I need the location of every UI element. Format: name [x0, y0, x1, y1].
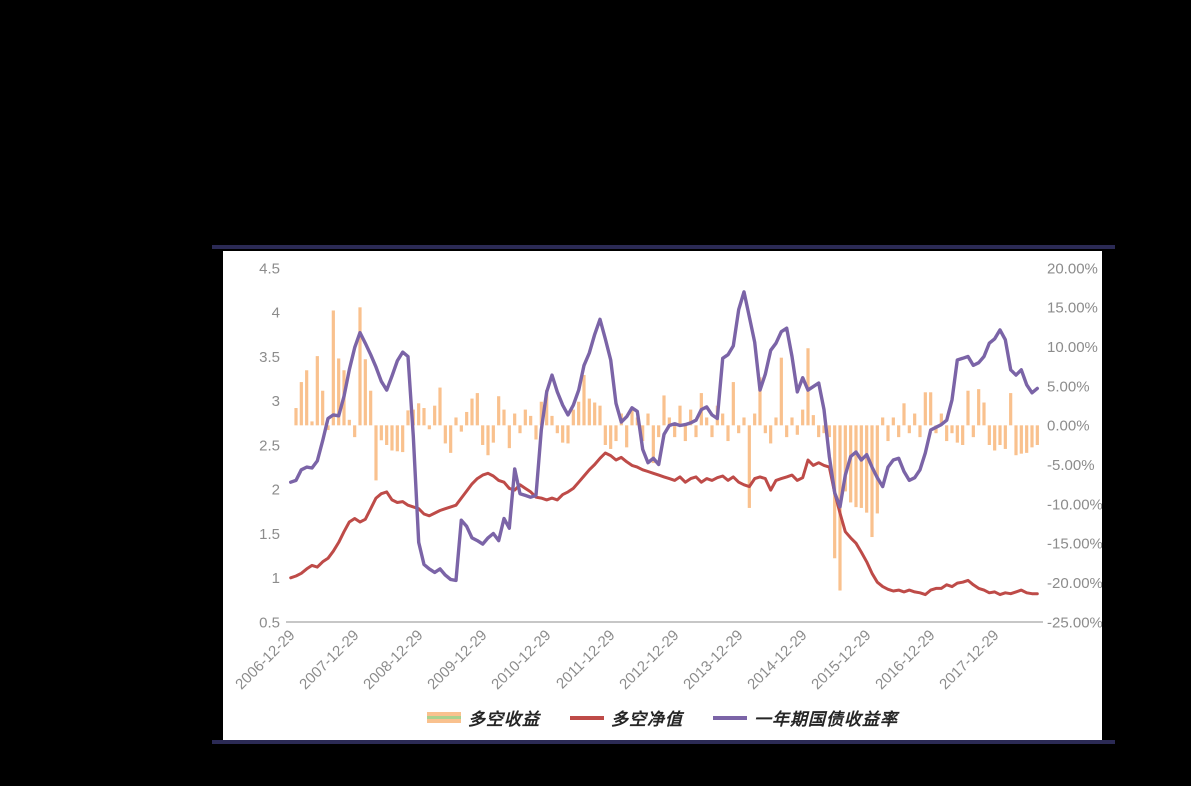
svg-text:0.5: 0.5: [259, 614, 280, 631]
svg-text:2007-12-29: 2007-12-29: [296, 627, 362, 693]
svg-text:4: 4: [272, 305, 280, 322]
legend-label: 多空净值: [611, 710, 683, 729]
svg-text:1.5: 1.5: [259, 526, 280, 543]
svg-text:10.00%: 10.00%: [1047, 339, 1098, 356]
plot-area: 4.5 4 3.5 3 2.5 2 1.5 1 0.5 20.00% 15.00% 10.00% 5.0…: [232, 260, 1102, 693]
svg-text:15.00%: 15.00%: [1047, 300, 1098, 317]
svg-text:3.5: 3.5: [259, 349, 280, 366]
legend-item-1y-treasury-yield: 一年期国债收益率: [713, 705, 898, 730]
legend-label: 一年期国债收益率: [754, 710, 898, 729]
svg-text:1: 1: [272, 570, 280, 587]
red-line-swatch-icon: [570, 715, 604, 720]
svg-text:2: 2: [272, 482, 280, 499]
svg-text:2016-12-29: 2016-12-29: [872, 627, 938, 693]
bar-series-swatch-icon: [427, 712, 461, 723]
bar-series-stripe-icon: [427, 716, 461, 719]
svg-text:-5.00%: -5.00%: [1047, 457, 1095, 474]
svg-text:20.00%: 20.00%: [1047, 260, 1098, 277]
purple-line-swatch-icon: [713, 715, 747, 720]
legend-label: 多空收益: [468, 710, 540, 729]
svg-text:4.5: 4.5: [259, 260, 280, 277]
legend-item-long-short-nav: 多空净值: [570, 705, 683, 730]
svg-text:-25.00%: -25.00%: [1047, 614, 1102, 631]
svg-text:2008-12-29: 2008-12-29: [360, 627, 426, 693]
svg-text:2.5: 2.5: [259, 437, 280, 454]
svg-text:-15.00%: -15.00%: [1047, 536, 1102, 553]
chart-panel: 4.5 4 3.5 3 2.5 2 1.5 1 0.5 20.00% 15.00% 10.00% 5.0…: [223, 251, 1102, 740]
legend-item-long-short-return: 多空收益: [427, 705, 540, 730]
svg-text:0.00%: 0.00%: [1047, 418, 1090, 435]
svg-text:3: 3: [272, 393, 280, 410]
bottom-border-line: [212, 740, 1115, 744]
svg-text:-10.00%: -10.00%: [1047, 496, 1102, 513]
svg-text:2006-12-29: 2006-12-29: [232, 627, 298, 693]
svg-text:-20.00%: -20.00%: [1047, 575, 1102, 592]
svg-text:2014-12-29: 2014-12-29: [744, 627, 810, 693]
svg-text:2011-12-29: 2011-12-29: [553, 627, 618, 692]
svg-text:2012-12-29: 2012-12-29: [616, 627, 682, 693]
svg-text:5.00%: 5.00%: [1047, 378, 1090, 395]
svg-text:2010-12-29: 2010-12-29: [488, 627, 554, 693]
svg-text:2009-12-29: 2009-12-29: [424, 627, 490, 693]
svg-text:2015-12-29: 2015-12-29: [808, 627, 874, 693]
top-border-line: [212, 245, 1115, 249]
svg-text:2017-12-29: 2017-12-29: [936, 627, 1002, 693]
chart-legend: 多空收益 多空净值 一年期国债收益率: [223, 705, 1102, 730]
svg-text:2013-12-29: 2013-12-29: [680, 627, 746, 693]
